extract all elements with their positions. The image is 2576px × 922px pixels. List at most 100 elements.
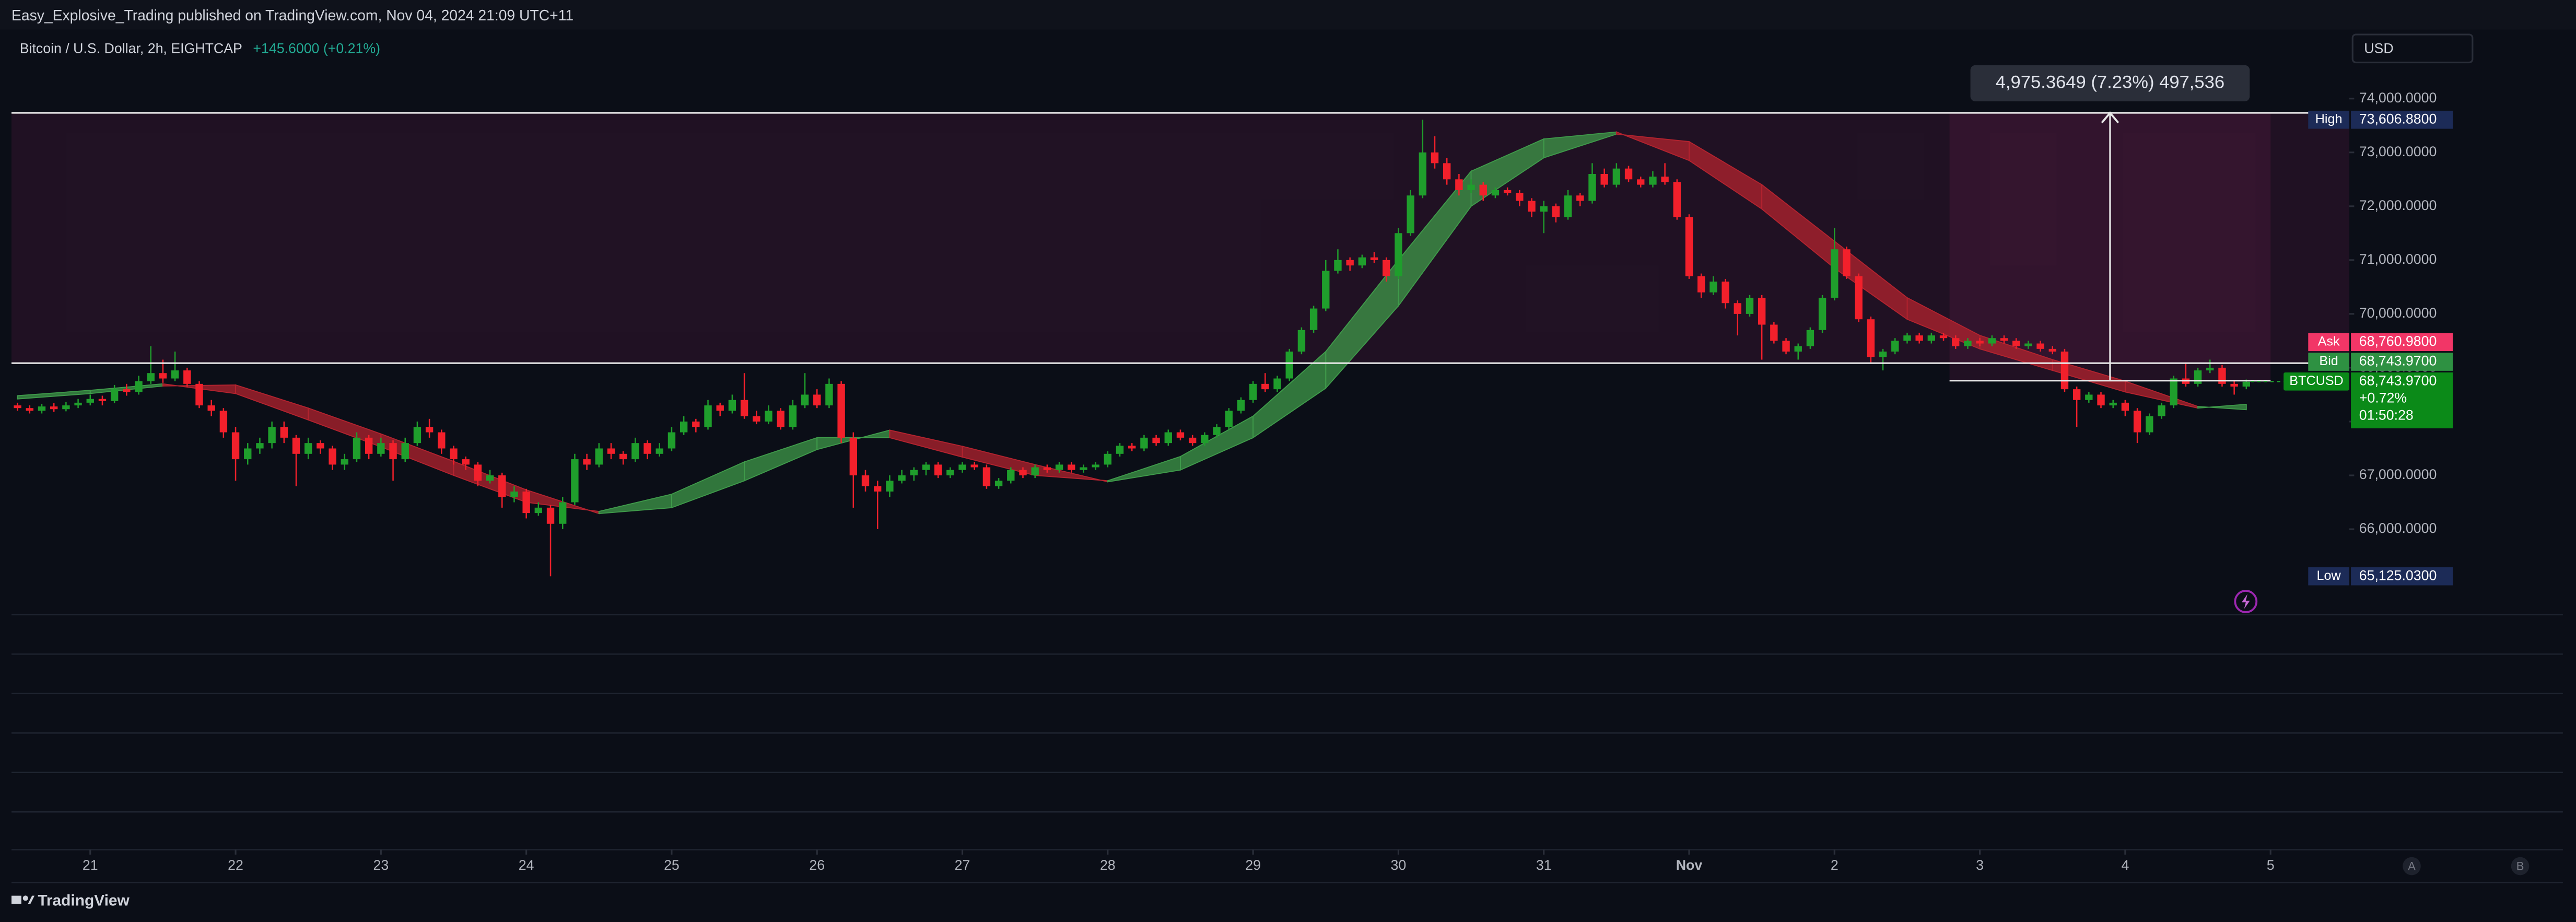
last-name-box — [2284, 372, 2349, 391]
candle-body — [1661, 177, 1669, 182]
alert-ring[interactable] — [2234, 590, 2258, 613]
candle-body — [1370, 257, 1378, 260]
y-tick-label: 67,000.0000 — [2359, 466, 2437, 482]
candle-body — [268, 427, 276, 444]
candle-body — [958, 464, 966, 470]
y-tick-label: 74,000.0000 — [2359, 90, 2437, 106]
candle-body — [74, 402, 82, 406]
scale-button[interactable]: B — [2511, 857, 2530, 876]
currency[interactable]: USD — [2364, 40, 2393, 56]
alert-icon[interactable] — [2234, 590, 2258, 613]
range-zone — [11, 113, 2349, 364]
price-label-name-box — [2308, 333, 2349, 352]
candle-body — [183, 370, 191, 384]
candle-body — [1685, 217, 1693, 276]
currency-button[interactable] — [2351, 33, 2474, 64]
price-label-value: 73,606.8800 — [2359, 111, 2437, 126]
candle-body — [1007, 470, 1015, 481]
measure-arrowhead — [2101, 111, 2120, 124]
x-tick-label: Nov — [1676, 857, 1703, 873]
candle-body — [1831, 249, 1839, 298]
candle-body — [1867, 319, 1875, 357]
candle-body — [994, 481, 1003, 486]
x-tick-label: 24 — [519, 857, 534, 873]
candle-body — [728, 400, 736, 411]
scale-button[interactable]: A — [2403, 857, 2421, 876]
price-label-box — [2351, 353, 2453, 371]
candle-body — [522, 491, 530, 513]
candle-body — [765, 411, 772, 422]
candle-body — [2036, 343, 2044, 349]
candle-body — [1552, 206, 1560, 217]
candle-body — [1080, 467, 1087, 470]
candle-body — [1576, 195, 1584, 201]
candle-body — [716, 405, 724, 411]
y-tick-label: 66,000.0000 — [2359, 520, 2437, 536]
y-tick-label: 72,000.0000 — [2359, 197, 2437, 213]
candle-body — [1794, 346, 1802, 352]
header-bar — [0, 0, 2576, 30]
candle-body — [619, 453, 627, 460]
candle-body — [341, 459, 348, 465]
price-label-value: 68,743.9700 — [2359, 353, 2437, 369]
y-tick-label: 73,000.0000 — [2359, 144, 2437, 159]
candle-body — [1358, 257, 1366, 266]
last-price: 68,743.9700 — [2359, 372, 2437, 388]
candle-body — [1152, 437, 1160, 444]
candle-body — [1624, 168, 1633, 180]
candle-body — [38, 406, 46, 411]
candle-body — [1261, 383, 1269, 390]
candle-body — [123, 389, 131, 392]
candle-body — [474, 464, 482, 481]
candle-body — [1927, 335, 1936, 341]
candle-body — [1528, 201, 1536, 212]
scale-button-circle[interactable] — [2403, 857, 2421, 876]
x-tick-label: 21 — [83, 857, 98, 873]
x-tick-label: 29 — [1245, 857, 1261, 873]
scale-button-circle[interactable] — [2511, 857, 2530, 876]
price-label-name-box — [2308, 110, 2349, 129]
candle-body — [1467, 184, 1475, 190]
x-tick-label: 2 — [1831, 857, 1839, 873]
x-tick-label: 23 — [373, 857, 389, 873]
scale-button-label[interactable]: B — [2516, 859, 2524, 872]
candle-body — [256, 443, 264, 449]
symbol-title: Bitcoin / U.S. Dollar, 2h, EIGHTCAP — [20, 40, 242, 56]
candle-body — [1806, 330, 1814, 346]
scale-button-label[interactable]: A — [2408, 859, 2416, 872]
candle-body — [498, 475, 506, 497]
candle-body — [413, 427, 421, 444]
candle-body — [98, 399, 107, 401]
candle-body — [510, 491, 518, 497]
candle-body — [1334, 260, 1342, 271]
alert-bolt[interactable] — [2241, 594, 2250, 609]
candle-body — [110, 389, 119, 401]
candle-body — [1891, 341, 1899, 352]
candle-body — [1092, 464, 1099, 468]
candle-body — [1952, 338, 1960, 346]
candle-body — [317, 443, 324, 449]
candle-body — [86, 399, 94, 403]
candle-body — [970, 464, 978, 468]
candle-body — [801, 394, 809, 406]
candle-body — [2000, 338, 2008, 341]
last-countdown: 01:50:28 — [2359, 407, 2414, 423]
candle-body — [2121, 402, 2129, 411]
candle-body — [1431, 152, 1439, 164]
candle-body — [1516, 193, 1524, 201]
candle-body — [1019, 470, 1027, 476]
candle-body — [1419, 152, 1426, 196]
candle-body — [438, 432, 446, 449]
candle-body — [26, 408, 33, 411]
candle-body — [1285, 352, 1293, 379]
candle-body — [1249, 383, 1257, 400]
candle-body — [401, 443, 409, 460]
candle-body — [389, 443, 397, 460]
candle-body — [534, 507, 543, 513]
candle-body — [2194, 370, 2202, 384]
candle-body — [1879, 352, 1887, 357]
candle-body — [910, 470, 918, 476]
x-tick-label: 26 — [809, 857, 825, 873]
candle-body — [1637, 179, 1645, 185]
